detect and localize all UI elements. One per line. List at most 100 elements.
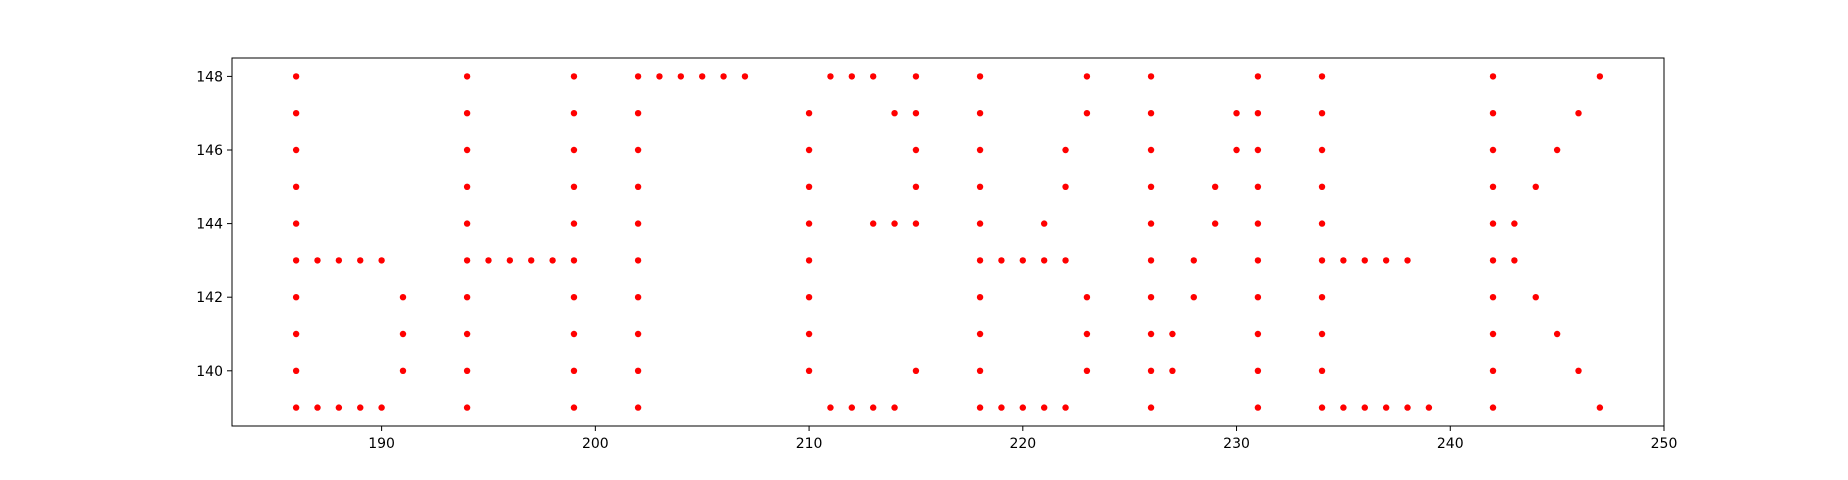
- y-tick-label: 148: [196, 69, 223, 85]
- data-point: [1254, 110, 1262, 117]
- data-point: [634, 220, 642, 227]
- data-point: [1147, 294, 1155, 301]
- data-point: [1233, 146, 1240, 154]
- data-point: [1147, 330, 1155, 338]
- data-point: [1361, 404, 1368, 411]
- data-point: [463, 146, 471, 154]
- data-point: [1254, 404, 1262, 411]
- data-point: [1511, 220, 1518, 227]
- data-point: [976, 110, 984, 117]
- data-point: [1147, 183, 1155, 190]
- x-tick-label: 220: [1009, 436, 1036, 452]
- data-point: [805, 146, 813, 154]
- data-point: [570, 257, 578, 264]
- data-point: [912, 183, 920, 190]
- x-tick-label: 230: [1223, 436, 1250, 452]
- data-point: [570, 367, 578, 374]
- data-point: [357, 404, 364, 411]
- data-point: [912, 73, 920, 80]
- data-point: [1147, 146, 1155, 154]
- data-point: [1340, 257, 1347, 264]
- data-point: [1040, 404, 1048, 411]
- data-point: [1575, 367, 1582, 374]
- data-point: [1062, 404, 1069, 411]
- data-point: [399, 330, 407, 338]
- data-point: [976, 367, 984, 374]
- data-point: [292, 146, 300, 154]
- data-point: [912, 367, 920, 374]
- data-point: [805, 367, 813, 374]
- data-point: [891, 404, 898, 411]
- data-point: [1511, 257, 1518, 264]
- data-point: [1254, 146, 1262, 154]
- x-tick-label: 210: [796, 436, 823, 452]
- data-point: [869, 73, 877, 80]
- data-point: [1489, 110, 1497, 117]
- data-point: [1040, 220, 1048, 227]
- data-point: [1361, 257, 1368, 264]
- data-point: [827, 404, 834, 411]
- data-point: [1553, 146, 1561, 154]
- data-point: [1147, 110, 1155, 117]
- data-point: [1040, 257, 1048, 264]
- data-point: [1318, 73, 1326, 80]
- data-point: [1211, 220, 1219, 227]
- data-point: [848, 404, 856, 411]
- data-point: [1489, 220, 1497, 227]
- data-point: [1254, 367, 1262, 374]
- data-point: [1596, 73, 1604, 80]
- data-point: [1318, 367, 1326, 374]
- data-point: [314, 257, 321, 264]
- data-point: [976, 404, 984, 411]
- x-tick-label: 200: [582, 436, 609, 452]
- data-point: [1532, 294, 1539, 301]
- data-point: [335, 257, 343, 264]
- data-point: [1254, 257, 1262, 264]
- data-point: [378, 257, 385, 264]
- data-point: [805, 294, 813, 301]
- data-point: [656, 73, 663, 80]
- data-point: [1382, 404, 1390, 411]
- data-point: [912, 220, 920, 227]
- data-point: [292, 220, 300, 227]
- data-point: [1489, 73, 1497, 80]
- data-point: [1062, 257, 1069, 264]
- data-point: [634, 367, 642, 374]
- data-point: [912, 110, 920, 117]
- x-axis: 190 200 210 220 230 240 250: [368, 426, 1677, 452]
- data-point: [1489, 330, 1497, 338]
- data-point: [1083, 294, 1091, 301]
- data-point: [677, 73, 685, 80]
- data-point: [463, 257, 471, 264]
- data-point: [1254, 183, 1262, 190]
- data-point: [314, 404, 321, 411]
- data-point: [741, 73, 749, 80]
- data-point: [1318, 183, 1326, 190]
- data-point: [463, 367, 471, 374]
- data-point: [976, 73, 984, 80]
- data-point: [570, 146, 578, 154]
- data-point: [998, 257, 1005, 264]
- data-point: [976, 146, 984, 154]
- data-point: [1553, 330, 1561, 338]
- data-point: [1211, 183, 1219, 190]
- data-point: [1318, 294, 1326, 301]
- data-point: [570, 183, 578, 190]
- data-point: [1254, 220, 1262, 227]
- data-point: [378, 404, 385, 411]
- data-point: [1425, 404, 1433, 411]
- data-point: [720, 73, 727, 80]
- data-point: [998, 404, 1005, 411]
- data-point: [1318, 110, 1326, 117]
- data-point: [1147, 404, 1155, 411]
- data-point: [570, 73, 578, 80]
- data-point: [463, 183, 471, 190]
- data-point: [485, 257, 492, 264]
- data-point: [292, 330, 300, 338]
- data-point: [1489, 257, 1497, 264]
- data-point: [549, 257, 556, 264]
- data-point: [570, 294, 578, 301]
- y-tick-label: 146: [196, 143, 223, 159]
